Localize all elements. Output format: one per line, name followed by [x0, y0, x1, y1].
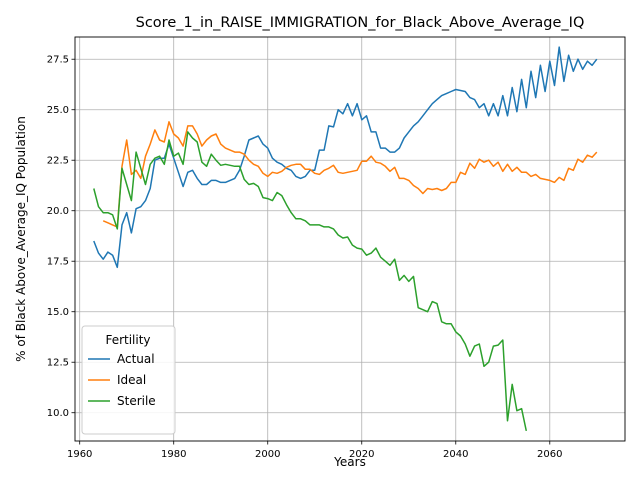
y-tick-label: 22.5	[47, 156, 69, 167]
legend-title: Fertility	[105, 333, 150, 347]
y-tick-label: 25.0	[47, 105, 69, 116]
x-tick-label: 2060	[537, 449, 562, 460]
series-line-ideal	[102, 121, 598, 228]
y-axis-label: % of Black Above_Average_IQ Population	[14, 116, 28, 362]
x-axis-label: Years	[333, 455, 366, 469]
x-tick-label: 1980	[161, 449, 186, 460]
y-tick-label: 12.5	[47, 358, 69, 369]
x-tick-label: 2040	[443, 449, 468, 460]
y-tick-label: 17.5	[47, 257, 69, 268]
x-tick-label: 2020	[349, 449, 374, 460]
x-tick-label: 1960	[67, 449, 92, 460]
series-line-actual	[93, 46, 598, 269]
y-tick-label: 27.5	[47, 55, 69, 66]
y-tick-label: 20.0	[47, 206, 69, 217]
y-tick-label: 15.0	[47, 307, 69, 318]
x-tick-label: 2000	[255, 449, 280, 460]
x-axis-ticks: 1960 1980 2000 2020 2040 2060	[67, 441, 563, 460]
legend-label-actual: Actual	[117, 352, 155, 366]
series-line-sterile	[93, 131, 528, 432]
legend-label-ideal: Ideal	[117, 373, 146, 387]
legend-label-sterile: Sterile	[117, 394, 156, 408]
plot-frame	[74, 36, 626, 442]
series-lines	[93, 46, 598, 432]
y-tick-label: 10.0	[47, 408, 69, 419]
legend: Fertility Actual Ideal Sterile	[81, 325, 176, 435]
chart-title: Score_1_in_RAISE_IMMIGRATION_for_Black_A…	[136, 15, 585, 31]
y-axis-ticks: 10.0 12.5 15.0 17.5 20.0 22.5 25.0 27.5	[47, 55, 75, 419]
legend-box	[81, 325, 176, 435]
